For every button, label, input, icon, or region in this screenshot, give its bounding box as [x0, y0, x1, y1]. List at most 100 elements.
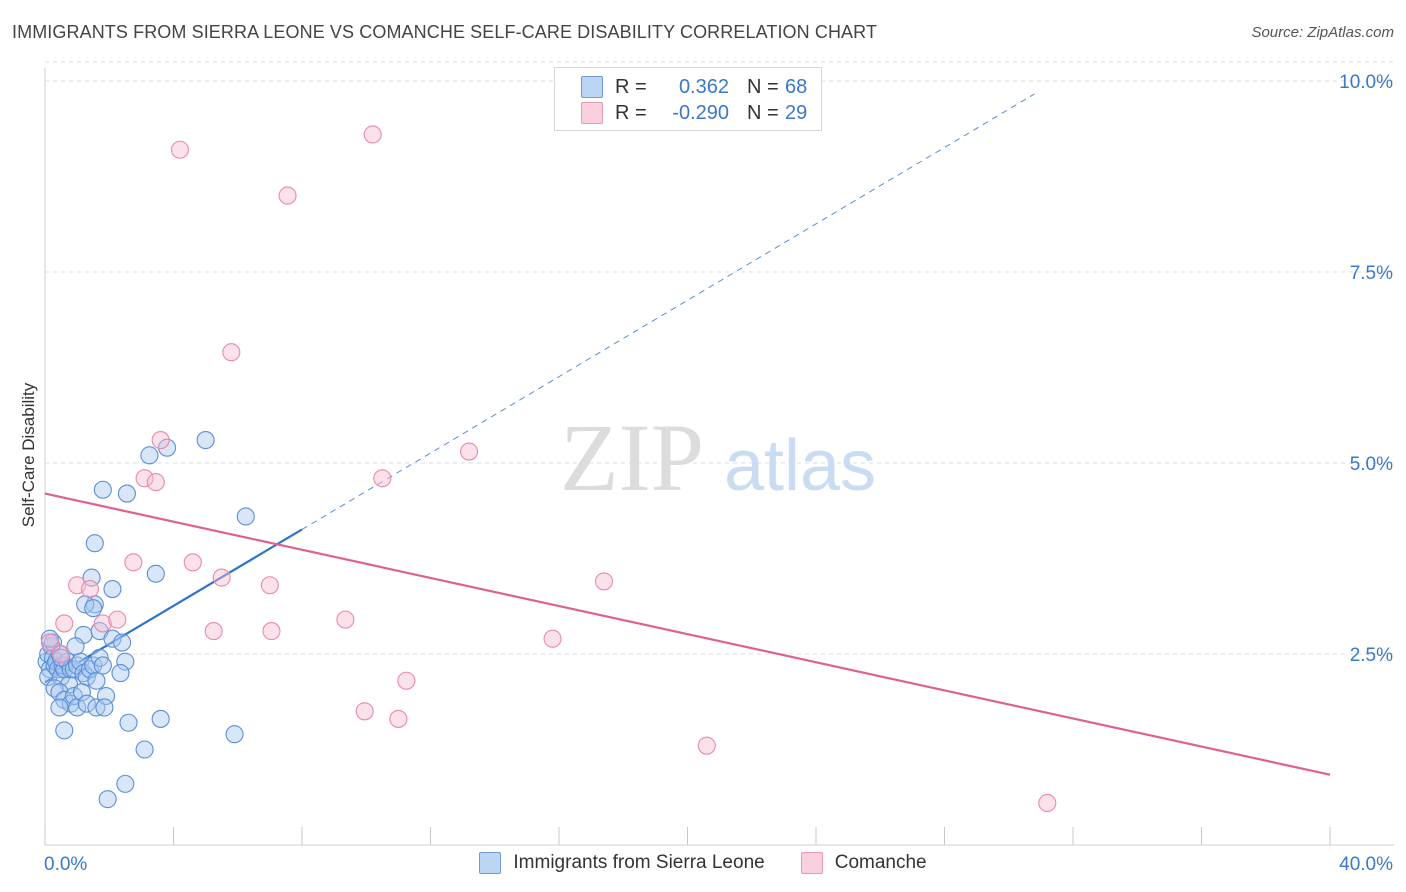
point-sierra-leone[interactable]: [55, 721, 74, 740]
point-sierra-leone[interactable]: [116, 774, 135, 793]
y-tick-label: 7.5%: [1350, 263, 1393, 284]
legend-row-comanche: R = -0.290 N = 29: [555, 100, 807, 126]
point-comanche[interactable]: [151, 431, 170, 450]
point-comanche[interactable]: [260, 576, 279, 595]
source-credit: Source: ZipAtlas.com: [1251, 24, 1394, 41]
point-sierra-leone[interactable]: [116, 652, 135, 671]
legend-n-label: N =: [747, 101, 779, 124]
point-comanche[interactable]: [697, 736, 716, 755]
correlation-legend: R = 0.362 N = 68 R = -0.290 N = 29: [554, 67, 822, 131]
point-sierra-leone[interactable]: [146, 564, 165, 583]
point-sierra-leone[interactable]: [103, 629, 122, 648]
point-comanche[interactable]: [108, 610, 127, 629]
data-points: [37, 125, 1057, 813]
point-sierra-leone[interactable]: [87, 671, 106, 690]
point-comanche[interactable]: [397, 671, 416, 690]
point-sierra-leone[interactable]: [98, 790, 117, 809]
legend-swatch-blue: [581, 76, 603, 98]
point-comanche[interactable]: [124, 553, 143, 572]
point-sierra-leone[interactable]: [196, 431, 215, 450]
point-sierra-leone[interactable]: [140, 446, 159, 465]
point-comanche[interactable]: [389, 709, 408, 728]
legend-swatch-pink: [581, 102, 603, 124]
point-comanche[interactable]: [543, 629, 562, 648]
point-comanche[interactable]: [363, 125, 382, 144]
point-sierra-leone[interactable]: [113, 633, 132, 652]
point-comanche[interactable]: [146, 473, 165, 492]
point-sierra-leone[interactable]: [82, 568, 101, 587]
series-legend-sierra-leone[interactable]: Immigrants from Sierra Leone: [479, 852, 765, 874]
series-label: Comanche: [834, 852, 927, 873]
point-comanche[interactable]: [222, 343, 241, 362]
legend-r-label: R =: [615, 101, 647, 124]
y-tick-label: 10.0%: [1339, 72, 1393, 93]
point-sierra-leone[interactable]: [93, 480, 112, 499]
tick-labels: 2.5% 5.0% 7.5% 10.0% 0.0% 40.0%: [44, 72, 1393, 875]
point-comanche[interactable]: [336, 610, 355, 629]
series-legend-comanche[interactable]: Comanche: [800, 852, 927, 874]
axes: [44, 68, 1394, 846]
legend-n-label: N =: [747, 75, 779, 98]
point-sierra-leone[interactable]: [50, 698, 69, 717]
point-sierra-leone[interactable]: [52, 648, 71, 667]
point-sierra-leone[interactable]: [66, 637, 85, 656]
point-comanche[interactable]: [135, 469, 154, 488]
watermark-zip: ZIP: [560, 404, 704, 511]
series-legend: Immigrants from Sierra Leone Comanche: [0, 852, 1406, 874]
x-tick-label: 40.0%: [1339, 854, 1393, 875]
x-tick-label: 0.0%: [44, 854, 87, 875]
point-sierra-leone[interactable]: [96, 686, 116, 706]
point-sierra-leone[interactable]: [236, 507, 255, 526]
point-comanche[interactable]: [55, 614, 74, 633]
point-comanche[interactable]: [262, 622, 281, 641]
point-comanche[interactable]: [183, 553, 202, 572]
legend-r-value: 0.362: [678, 75, 729, 98]
gridlines: [45, 61, 1394, 655]
point-sierra-leone[interactable]: [84, 656, 103, 675]
point-sierra-leone[interactable]: [117, 484, 136, 503]
point-sierra-leone[interactable]: [225, 725, 244, 744]
point-comanche[interactable]: [204, 622, 223, 641]
point-comanche[interactable]: [355, 702, 374, 721]
legend-r-label: R =: [615, 75, 647, 98]
point-sierra-leone[interactable]: [93, 656, 112, 675]
y-tick-label: 2.5%: [1350, 645, 1393, 666]
point-sierra-leone[interactable]: [84, 599, 103, 618]
point-sierra-leone[interactable]: [158, 438, 177, 457]
point-comanche[interactable]: [80, 580, 100, 599]
point-comanche[interactable]: [52, 644, 71, 664]
point-comanche[interactable]: [212, 568, 231, 587]
point-sierra-leone[interactable]: [103, 580, 122, 599]
point-comanche[interactable]: [93, 614, 112, 633]
watermark-atlas: atlas: [724, 426, 876, 506]
series-swatch-pink: [800, 852, 823, 874]
point-comanche[interactable]: [170, 140, 189, 159]
point-comanche[interactable]: [373, 469, 392, 488]
point-sierra-leone[interactable]: [85, 534, 104, 553]
point-sierra-leone[interactable]: [111, 664, 130, 683]
point-comanche[interactable]: [278, 186, 297, 205]
point-sierra-leone[interactable]: [40, 629, 59, 648]
series-swatch-blue: [479, 852, 502, 874]
point-comanche[interactable]: [1038, 793, 1057, 813]
legend-row-sierra-leone: R = 0.362 N = 68: [555, 74, 807, 100]
point-sierra-leone[interactable]: [95, 698, 114, 717]
point-sierra-leone[interactable]: [77, 694, 96, 713]
point-sierra-leone[interactable]: [119, 713, 138, 732]
legend-n-value: 68: [785, 75, 808, 98]
point-comanche[interactable]: [40, 633, 59, 652]
point-sierra-leone[interactable]: [39, 667, 58, 686]
chart-title: IMMIGRANTS FROM SIERRA LEONE VS COMANCHE…: [12, 22, 878, 42]
legend-r-value: -0.290: [672, 101, 729, 124]
point-sierra-leone[interactable]: [72, 683, 91, 702]
point-sierra-leone[interactable]: [135, 740, 154, 759]
y-tick-label: 5.0%: [1350, 454, 1393, 475]
point-comanche[interactable]: [459, 442, 479, 461]
legend-n-value: 29: [785, 101, 808, 124]
point-sierra-leone[interactable]: [151, 709, 170, 728]
watermark: ZIP atlas: [560, 404, 876, 511]
trend-line-comanche: [44, 492, 1331, 776]
point-comanche[interactable]: [594, 572, 614, 591]
series-label: Immigrants from Sierra Leone: [513, 852, 765, 873]
